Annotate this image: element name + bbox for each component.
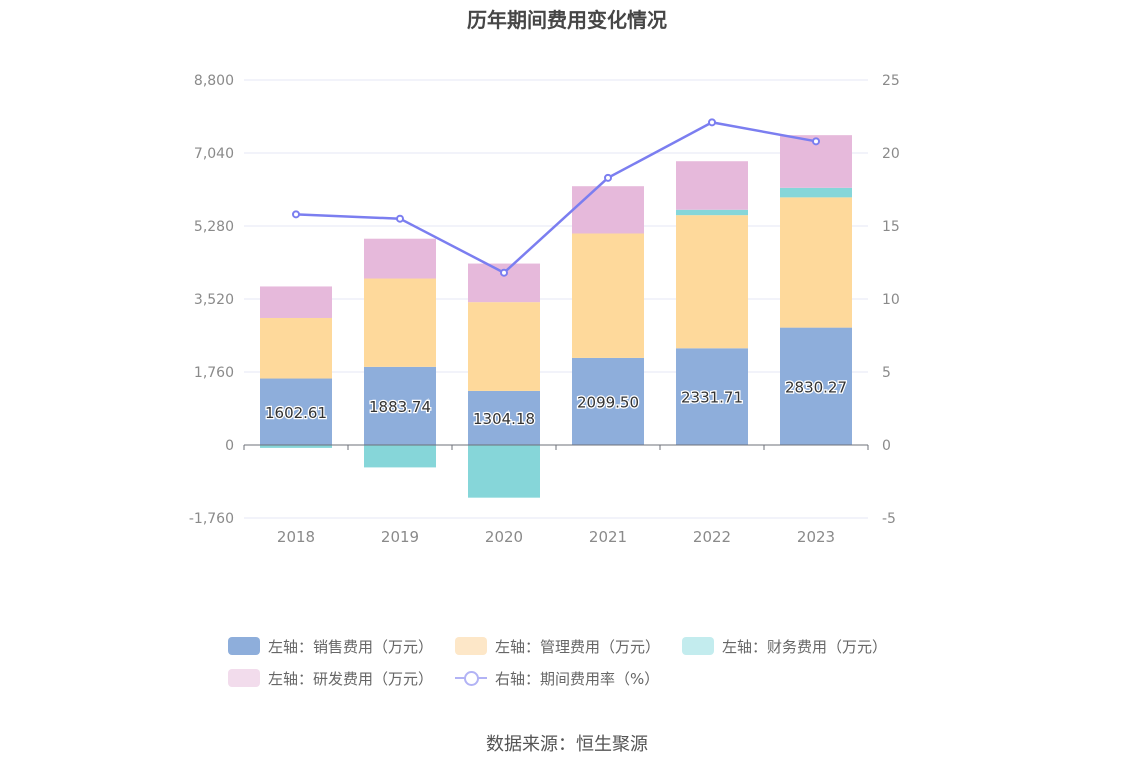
rd-bar [572, 186, 644, 234]
chart-title: 历年期间费用变化情况 [467, 8, 667, 32]
legend-swatch-sales [228, 637, 260, 655]
y-right-tick-label: -5 [882, 511, 896, 527]
legend-item-rate[interactable]: 右轴：期间费用率（%） [455, 668, 659, 689]
legend-row: 左轴：研发费用（万元） 右轴：期间费用率（%） [228, 662, 928, 694]
sales-data-label: 2331.71 [681, 389, 743, 407]
y-left-tick-label: 7,040 [194, 146, 234, 162]
y-left-tick-label: -1,760 [189, 511, 234, 527]
y-left-tick-label: 8,800 [194, 73, 234, 89]
sales-bar [572, 357, 644, 445]
sales-data-label: 2099.50 [577, 393, 639, 411]
sales-data-label: 1883.74 [369, 398, 431, 416]
legend-swatch-rd [228, 669, 260, 687]
sales-bar [260, 378, 332, 445]
y-left-tick-label: 5,280 [194, 219, 234, 235]
sales-data-label: 1602.61 [265, 404, 327, 422]
x-tick-label: 2019 [381, 528, 419, 546]
x-tick-label: 2022 [693, 528, 731, 546]
y-left-tick-label: 3,520 [194, 292, 234, 308]
admin-bar [676, 215, 748, 349]
sales-bar [676, 348, 748, 445]
rd-bar [364, 238, 436, 279]
chart-legend: 左轴：销售费用（万元） 左轴：管理费用（万元） 左轴：财务费用（万元） 左轴：研… [228, 630, 928, 694]
legend-label-finance: 左轴：财务费用（万元） [722, 637, 888, 656]
y-right-tick-label: 20 [882, 146, 900, 162]
legend-swatch-rate [455, 669, 488, 687]
sales-bar [364, 366, 436, 445]
sales-data-label: 2830.27 [785, 378, 847, 396]
y-right-tick-label: 5 [882, 365, 891, 381]
finance-bar [676, 209, 748, 216]
rd-bar [260, 286, 332, 318]
x-tick-label: 2018 [277, 528, 315, 546]
legend-item-sales[interactable]: 左轴：销售费用（万元） [228, 636, 433, 657]
x-tick-label: 2021 [589, 528, 627, 546]
legend-label-sales: 左轴：销售费用（万元） [268, 637, 434, 656]
admin-bar [364, 278, 436, 367]
y-right-tick-label: 15 [882, 219, 900, 235]
legend-label-rate: 右轴：期间费用率（%） [495, 669, 660, 688]
admin-bar [572, 233, 644, 358]
data-source: 数据来源：恒生聚源 [486, 734, 648, 755]
legend-item-admin[interactable]: 左轴：管理费用（万元） [455, 636, 660, 657]
admin-bar [468, 302, 540, 391]
sales-bar [780, 327, 852, 445]
y-left-tick-label: 0 [225, 438, 234, 454]
legend-row: 左轴：销售费用（万元） 左轴：管理费用（万元） 左轴：财务费用（万元） [228, 630, 928, 662]
admin-bar [780, 197, 852, 328]
rate-point [500, 268, 508, 277]
x-tick-label: 2020 [485, 528, 523, 546]
sales-data-label: 1304.18 [473, 410, 535, 428]
rate-line [295, 121, 817, 275]
y-right-tick-label: 25 [882, 73, 900, 89]
y-right-tick-label: 0 [882, 438, 891, 454]
y-left-tick-label: 1,760 [194, 365, 234, 381]
legend-label-admin: 左轴：管理费用（万元） [495, 637, 661, 656]
y-right-tick-label: 10 [882, 292, 900, 308]
rate-point [604, 173, 612, 182]
finance-bar [260, 445, 332, 448]
legend-swatch-finance [682, 637, 715, 655]
finance-bar [780, 187, 852, 198]
legend-item-rd[interactable]: 左轴：研发费用（万元） [228, 668, 433, 689]
rate-point [812, 137, 820, 146]
legend-swatch-admin [455, 637, 488, 655]
rate-point [708, 118, 716, 127]
finance-bar [364, 445, 436, 468]
finance-bar [468, 445, 540, 498]
rate-point [292, 210, 300, 219]
x-tick-label: 2023 [797, 528, 835, 546]
rate-point [396, 214, 404, 223]
legend-label-rd: 左轴：研发费用（万元） [268, 669, 434, 688]
sales-bar [468, 390, 540, 445]
chart-plot: -1,760 0 1,760 3,520 5,280 7,040 8,800 -5 0 5 10 15… [189, 73, 900, 546]
legend-item-finance[interactable]: 左轴：财务费用（万元） [682, 636, 887, 657]
admin-bar [260, 317, 332, 379]
rd-bar [676, 161, 748, 210]
